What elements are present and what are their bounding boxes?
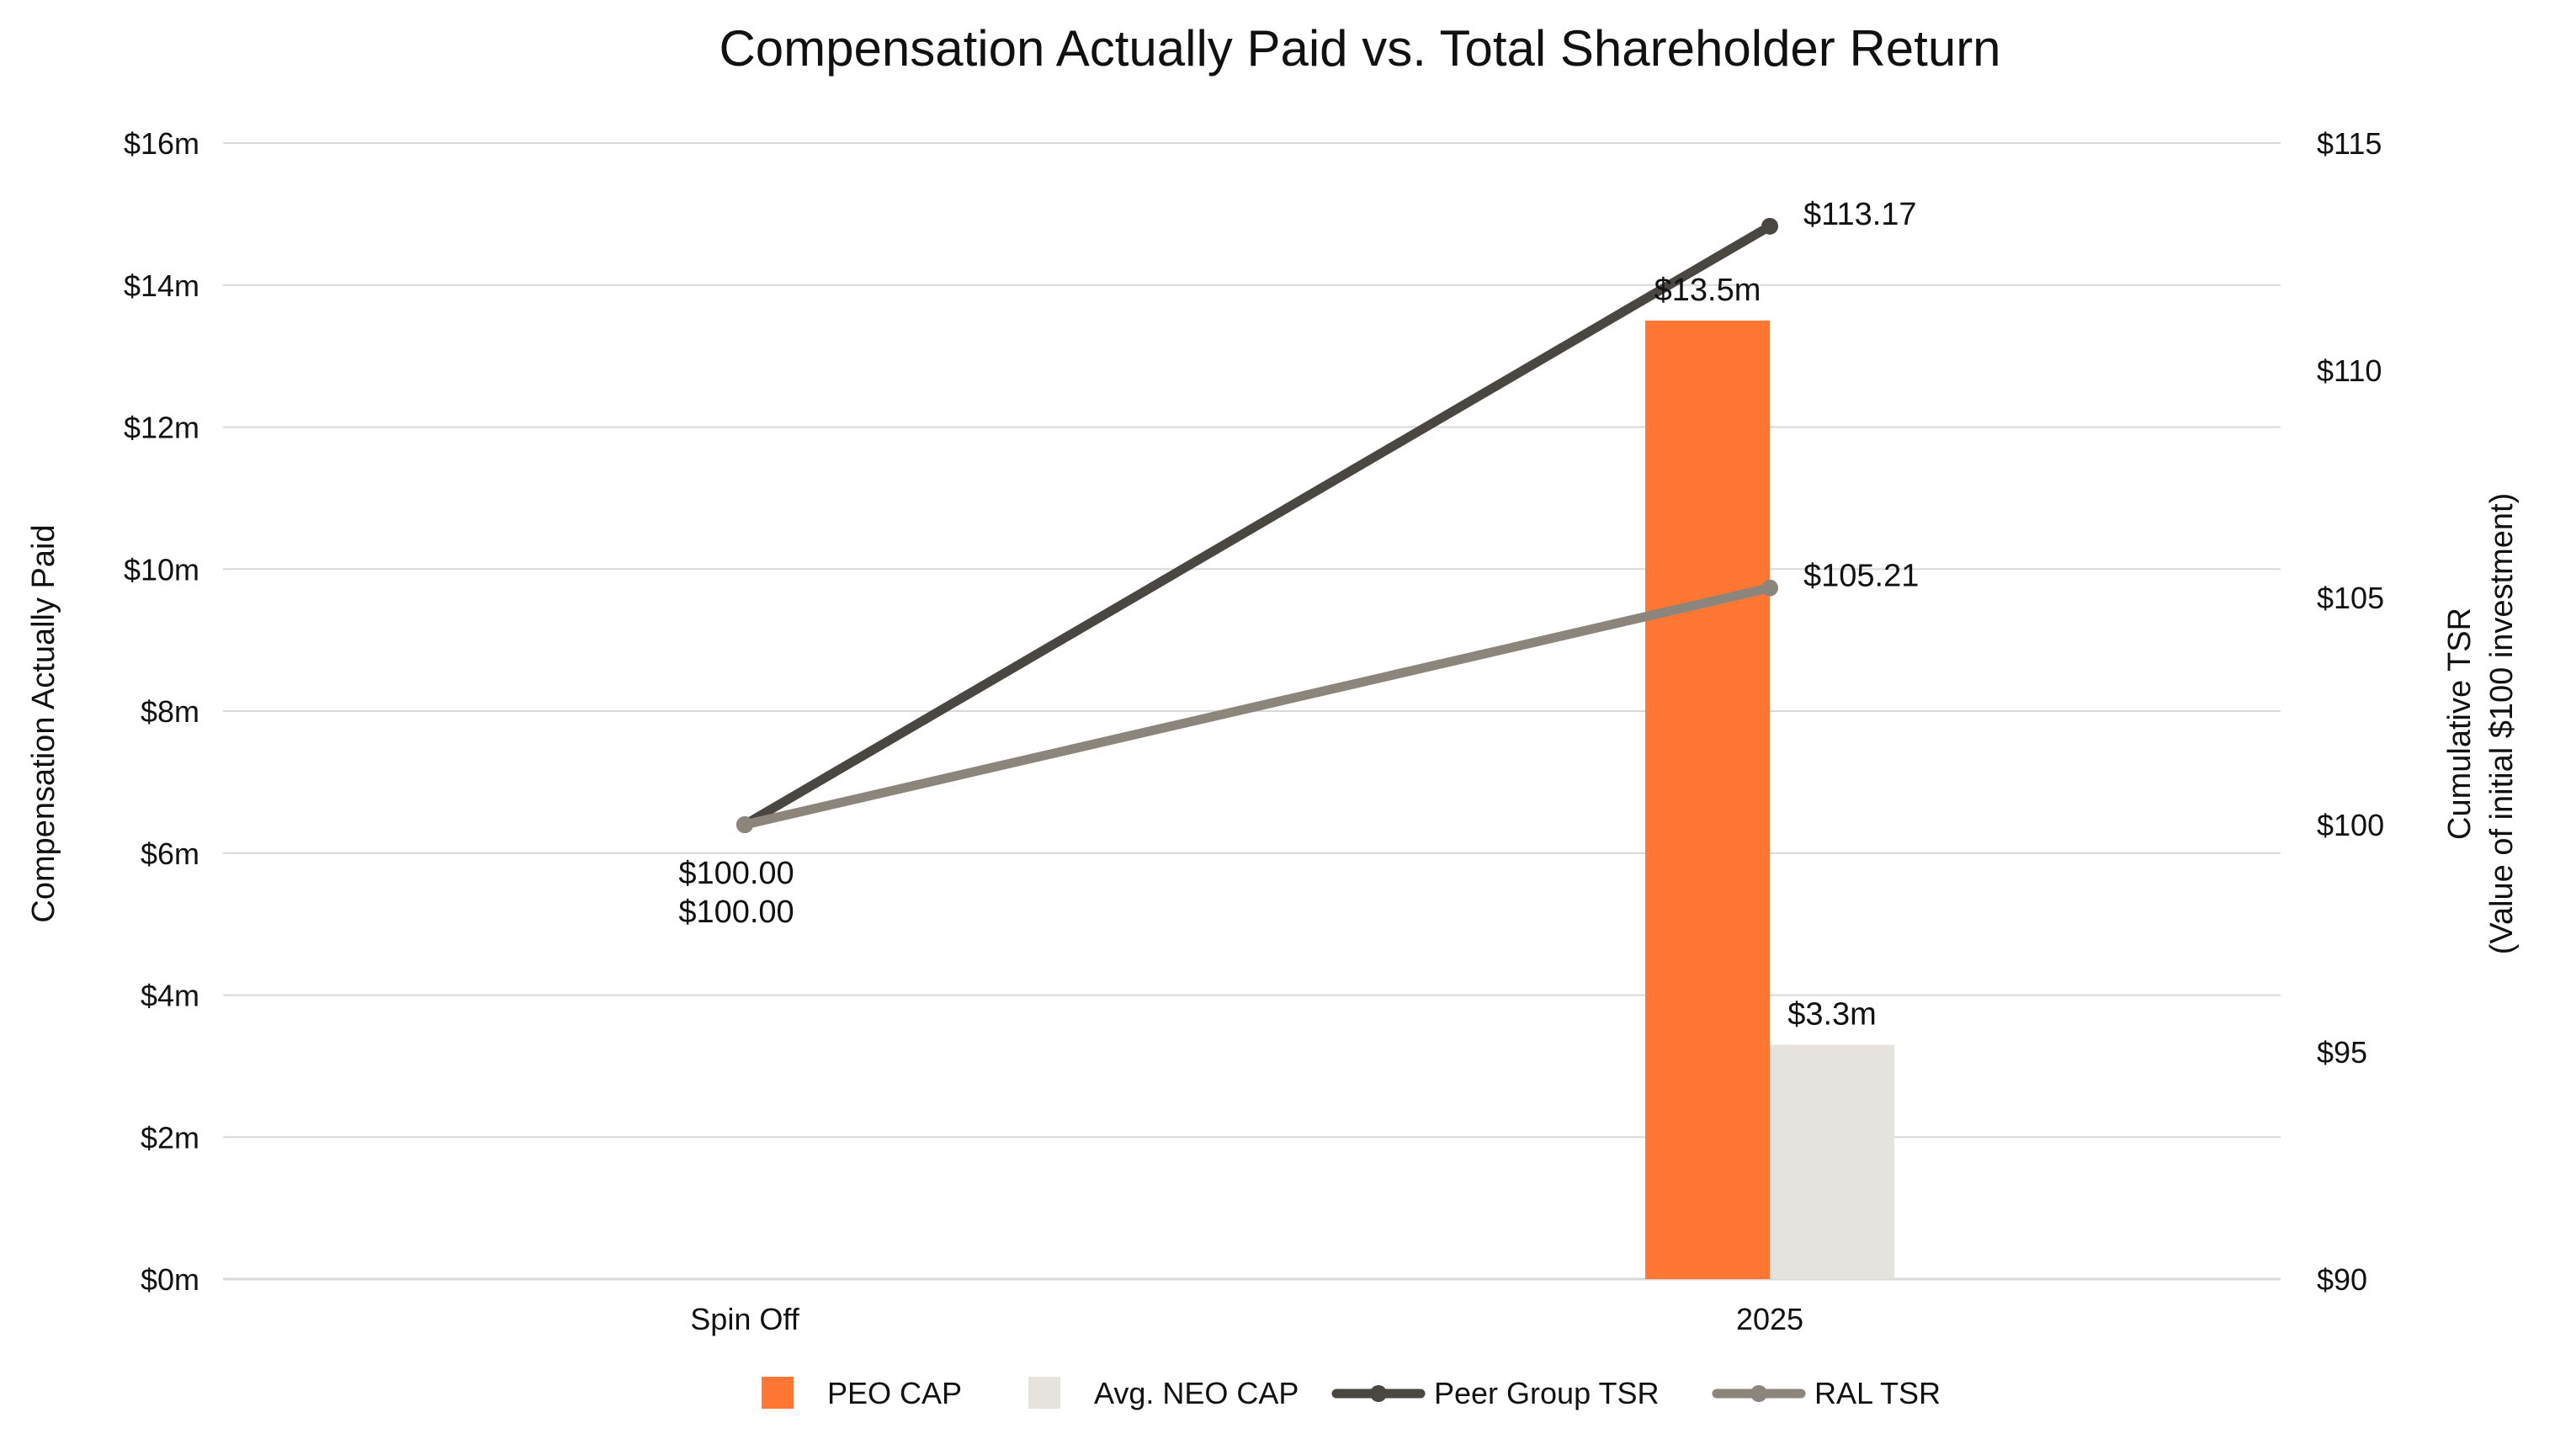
legend-marker: [1750, 1385, 1767, 1402]
y-right-tick-label: $90: [2317, 1262, 2367, 1297]
y-left-tick-label: $16m: [124, 126, 199, 161]
bar-avg-neo-cap-2025: [1770, 1044, 1894, 1279]
legend-label: Avg. NEO CAP: [1094, 1376, 1299, 1410]
y-axis-left-title: Compensation Actually Paid: [26, 524, 61, 922]
line-data-label: $113.17: [1803, 197, 1917, 232]
legend: PEO CAP Avg. NEO CAP Peer Group TSR RAL TSR: [762, 1376, 1941, 1410]
line-point-ral-tsr: [1761, 579, 1778, 597]
legend-label: Peer Group TSR: [1434, 1376, 1659, 1410]
legend-label: RAL TSR: [1814, 1376, 1941, 1410]
y-left-tick-label: $2m: [141, 1120, 199, 1155]
y-right-tick-label: $95: [2317, 1035, 2367, 1070]
bar-peo-cap-2025: [1645, 320, 1770, 1279]
line-data-label: $100.00: [678, 856, 794, 891]
y-axis-right-title-line1: Cumulative TSR: [2442, 608, 2478, 840]
bar-data-label: $3.3m: [1787, 997, 1877, 1033]
y-right-tick-label: $115: [2317, 126, 2382, 161]
y-left-tick-label: $12m: [124, 411, 199, 445]
line-point-ral-tsr: [736, 816, 753, 833]
y-left-tick-label: $10m: [124, 552, 199, 587]
line-peer-group-tsr: [740, 221, 1775, 830]
line-ral-tsr: [740, 583, 1775, 830]
legend-marker: [1370, 1385, 1387, 1402]
x-tick-label: Spin Off: [690, 1302, 799, 1336]
y-left-tick-label: $8m: [141, 694, 199, 729]
y-right-tick-label: $100: [2317, 808, 2384, 842]
line-point-peer-group-tsr: [1761, 217, 1778, 235]
x-tick-label: 2025: [1736, 1302, 1803, 1336]
chart-title: Compensation Actually Paid vs. Total Sha…: [719, 20, 2000, 77]
y-left-tick-label: $14m: [124, 268, 199, 303]
legend-label: PEO CAP: [827, 1376, 962, 1410]
legend-swatch-peo-cap: [762, 1377, 794, 1409]
y-right-tick-label: $105: [2317, 581, 2384, 615]
legend-swatch-avg-neo-cap: [1028, 1377, 1060, 1409]
y-left-tick-label: $4m: [141, 979, 199, 1013]
y-left-tick-label: $0m: [141, 1262, 199, 1297]
bar-data-label: $13.5m: [1654, 273, 1761, 308]
line-data-label: $100.00: [678, 895, 794, 930]
y-axis-right-title-line2: (Value of initial $100 investment): [2484, 493, 2520, 954]
y-left-tick-label: $6m: [141, 836, 199, 871]
line-data-label: $105.21: [1803, 559, 1919, 594]
y-right-tick-label: $110: [2317, 353, 2382, 388]
